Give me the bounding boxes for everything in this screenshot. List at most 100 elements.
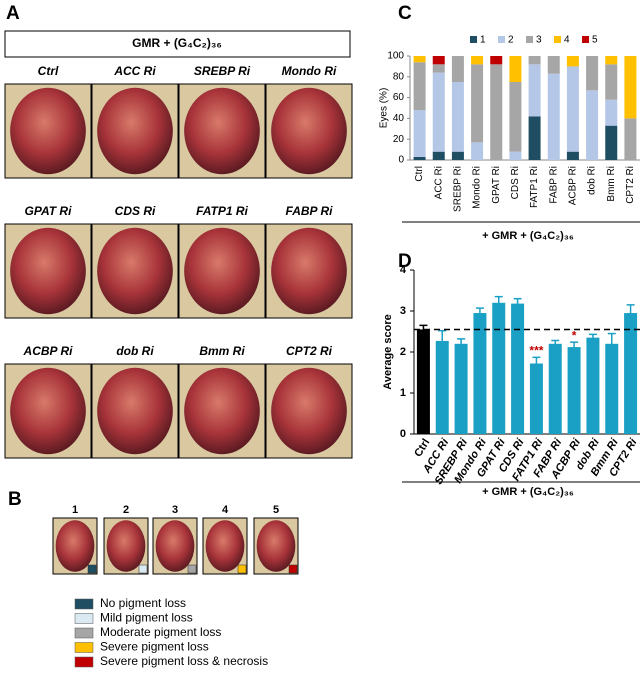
y-tick-label: 80	[393, 71, 405, 82]
bar-segment	[432, 56, 445, 65]
legend-swatch	[498, 36, 505, 43]
y-tick-label: 2	[400, 346, 406, 358]
score-label: 3	[172, 504, 178, 516]
eye	[97, 227, 173, 315]
legend-swatch	[74, 656, 94, 668]
score-swatch	[138, 564, 148, 574]
bar-segment	[413, 62, 426, 111]
eye	[55, 520, 95, 572]
y-tick-label: 0	[398, 155, 404, 166]
bar-segment	[509, 82, 522, 152]
bar-segment	[605, 125, 618, 160]
bar	[473, 313, 487, 434]
dynamic: Ctrl ACC Ri SREBP Ri Mondo Ri GPAT Ri CDS Ri F…	[4, 35, 640, 668]
y-tick-label: 4	[400, 264, 407, 276]
legend-swatch	[74, 613, 94, 624]
eye-label: FABP Ri	[286, 204, 334, 218]
legend-swatch	[582, 36, 589, 43]
bar-segment	[451, 151, 464, 160]
y-tick-label: 1	[400, 387, 406, 399]
panel-letter: B	[8, 489, 22, 510]
eye-label: Ctrl	[38, 64, 59, 78]
panel-letter: A	[6, 3, 20, 24]
eye	[184, 227, 260, 315]
y-axis-label: Eyes (%)	[379, 88, 390, 129]
eye	[271, 227, 347, 315]
bar-segment	[413, 56, 426, 63]
bar	[511, 303, 525, 434]
bar-segment	[586, 90, 599, 160]
eye-label: CDS Ri	[115, 204, 156, 218]
eye	[106, 520, 146, 572]
bar	[529, 363, 543, 434]
bar-segment	[624, 118, 637, 160]
bar-segment	[451, 56, 464, 82]
eye-label: SREBP Ri	[194, 64, 251, 78]
x-tick-label: FATP1 Ri	[529, 166, 540, 208]
eye-label: Mondo Ri	[282, 64, 337, 78]
bar-segment	[547, 73, 560, 160]
title-box	[4, 30, 351, 58]
panel-title: GMR + (G₄C₂)₃₆	[132, 36, 222, 50]
x-tick-label: dob Ri	[587, 166, 598, 195]
bar-segment	[509, 151, 522, 160]
bar	[492, 302, 506, 434]
y-axis-label: Average score	[382, 314, 394, 389]
bar-segment	[605, 56, 618, 65]
legend-label: Severe pigment loss & necrosis	[100, 654, 268, 668]
bar-segment	[605, 64, 618, 100]
x-axis-label: + GMR + (G₄C₂)₃₆	[482, 230, 574, 242]
y-tick-label: 40	[393, 113, 405, 124]
score-label: 1	[72, 504, 78, 516]
bar-segment	[413, 110, 426, 157]
x-tick-label: Bmm Ri	[606, 166, 617, 202]
legend-swatch	[74, 598, 94, 610]
legend-label: No pigment loss	[100, 596, 186, 610]
eye	[10, 87, 86, 175]
eye-label: GPAT Ri	[25, 204, 73, 218]
legend-swatch	[554, 36, 561, 43]
bar-segment	[566, 56, 579, 67]
bar	[416, 329, 430, 434]
score-label: 4	[222, 504, 229, 516]
y-tick-label: 100	[387, 51, 404, 62]
y-tick-label: 0	[400, 428, 406, 440]
x-tick-label: CPT2 Ri	[625, 166, 636, 204]
bar-segment	[432, 64, 445, 73]
score-label: 5	[273, 504, 279, 516]
eye	[184, 367, 260, 455]
bar	[605, 343, 619, 434]
legend-label: 3	[536, 35, 542, 46]
score-swatch	[187, 564, 197, 574]
eye	[205, 520, 245, 572]
score-label: 2	[123, 504, 129, 516]
x-tick-label: FABP Ri	[548, 166, 559, 204]
y-tick-label: 60	[393, 92, 405, 103]
score-swatch	[237, 564, 247, 574]
significance: *	[572, 328, 577, 342]
bar-segment	[471, 56, 484, 65]
legend-label: Moderate pigment loss	[100, 625, 221, 639]
bar-segment	[509, 56, 522, 82]
x-tick-label: GPAT Ri	[491, 166, 502, 204]
bar-segment	[586, 56, 599, 91]
legend-label: 1	[480, 35, 486, 46]
eye-label: ACC Ri	[113, 64, 156, 78]
legend-label: Mild pigment loss	[100, 611, 193, 625]
panel-letter: D	[398, 251, 412, 272]
bar-segment	[471, 64, 484, 143]
eye	[97, 87, 173, 175]
eye-label: Bmm Ri	[199, 344, 245, 358]
bar-segment	[490, 64, 503, 160]
eye	[271, 87, 347, 175]
legend-swatch	[470, 36, 477, 43]
legend-swatch	[74, 627, 94, 639]
eye	[10, 227, 86, 315]
x-tick-label: Ctrl	[414, 166, 425, 182]
eye	[155, 520, 195, 572]
legend-swatch	[74, 642, 94, 653]
eye	[10, 367, 86, 455]
legend-label: 4	[564, 35, 570, 46]
eye	[97, 367, 173, 455]
